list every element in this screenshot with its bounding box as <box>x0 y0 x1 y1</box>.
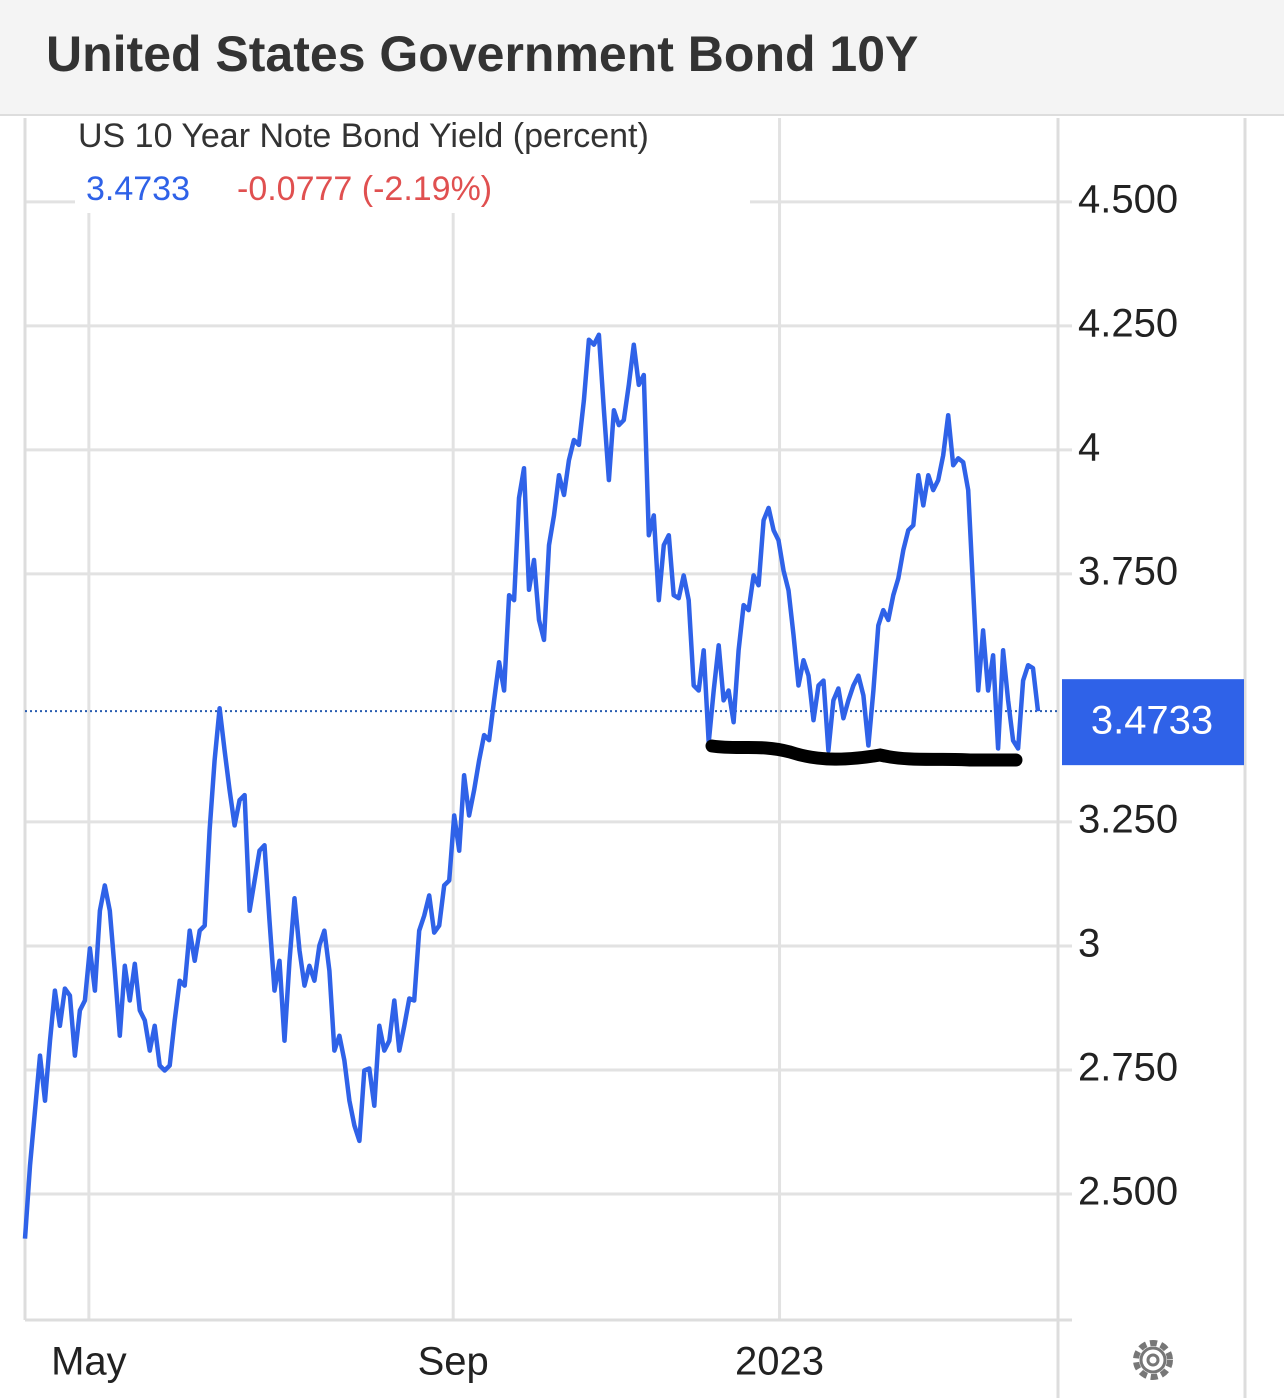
y-tick-label: 2.750 <box>1078 1046 1178 1090</box>
legend-change: -0.0777 (-2.19%) <box>237 170 492 208</box>
y-tick-label: 4.500 <box>1078 177 1178 221</box>
y-tick-label: 3 <box>1078 922 1100 966</box>
y-tick-label: 3.750 <box>1078 549 1178 593</box>
header <box>0 0 1284 115</box>
x-tick-label: May <box>51 1340 127 1384</box>
last-value-box <box>1062 679 1244 766</box>
x-tick-label: 2023 <box>735 1340 824 1384</box>
gear-body <box>1139 1346 1167 1374</box>
y-tick-label: 4 <box>1078 425 1100 469</box>
x-tick-label: Sep <box>418 1340 489 1384</box>
gear-teeth <box>1133 1340 1173 1380</box>
legend-value: 3.4733 <box>86 170 190 208</box>
support-annotation <box>705 739 1023 767</box>
settings-icon[interactable] <box>1133 1340 1173 1380</box>
chart-subtitle: US 10 Year Note Bond Yield (percent) <box>78 117 649 155</box>
y-tick-label: 3.250 <box>1078 797 1178 841</box>
chart-title: United States Government Bond 10Y <box>46 26 918 82</box>
legend-background <box>75 118 750 213</box>
price-line <box>22 332 1041 1239</box>
y-tick-label: 2.500 <box>1078 1170 1178 1214</box>
gear-hole <box>1146 1353 1160 1367</box>
plot-area: 4.500 4.250 4 3.750 3.250 3 2.750 2.500 May Sep 20… <box>22 118 1247 1398</box>
last-value-label: 3.4733 <box>1091 699 1213 743</box>
y-tick-label: 4.250 <box>1078 301 1178 345</box>
